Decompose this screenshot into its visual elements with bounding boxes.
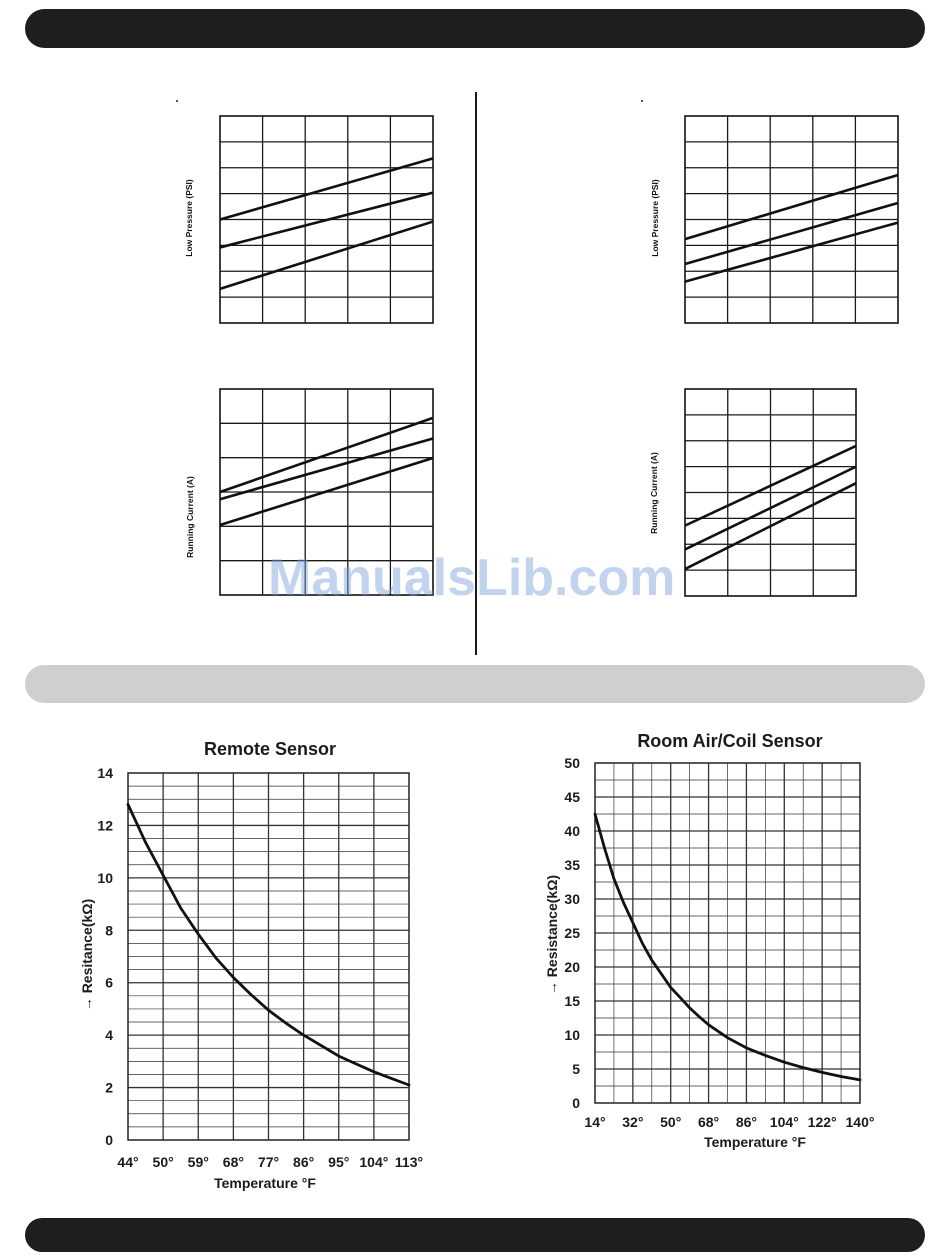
x-axis-label: Temperature °F [214,1175,316,1191]
column-divider [475,92,477,655]
series-line-2 [684,465,857,551]
remote-sensor-chart: 0 2 4 6 8 10 12 14 44° 50° 59° 68° 77° 86° 95° 104° 113°… [79,739,423,1191]
series-line-2 [684,201,899,266]
x-tick-label: 95° [328,1154,349,1170]
series-line-3 [219,456,434,527]
section-header-bar [25,665,925,703]
right-running-current-chart [684,388,857,597]
footer-bar [25,1218,925,1252]
stray-mark [176,100,178,102]
left-low-pressure-chart [219,115,434,324]
x-tick-label: 86° [736,1114,757,1130]
x-tick-label: 50° [153,1154,174,1170]
y-tick-label: 0 [105,1132,113,1148]
top-header-bar [25,9,925,48]
y-tick-label: 25 [564,925,580,941]
y-tick-label: 35 [564,857,580,873]
y-tick-label: 0 [572,1095,580,1111]
y-tick-label: 45 [564,789,580,805]
y-tick-label: 10 [97,870,113,886]
series-line-2 [219,437,434,501]
y-tick-label: 6 [105,975,113,991]
plot-frame [684,388,857,597]
series-line-3 [684,482,857,571]
resistance-curve [593,812,862,1082]
y-tick-label: 50 [564,755,580,771]
y-tick-label: 20 [564,959,580,975]
series-line-1 [219,157,434,221]
series-line-3 [219,220,434,291]
y-tick-label: 14 [97,765,113,781]
y-tick-label: 8 [105,922,113,938]
series-line-1 [219,416,434,494]
plot-frame [127,772,410,1141]
x-tick-label: 104° [359,1154,388,1170]
y-tick-label: 40 [564,823,580,839]
chart-title: Remote Sensor [204,739,336,759]
x-tick-label: 113° [395,1154,423,1170]
x-tick-label: 104° [770,1114,799,1130]
plot-frame [684,115,899,324]
x-tick-label: 44° [117,1154,138,1170]
y-axis-label: → Resitance(kΩ) [79,899,95,1011]
series-line-2 [219,191,434,249]
x-tick-label: 140° [846,1114,875,1130]
x-tick-label: 68° [698,1114,719,1130]
x-tick-label: 122° [808,1114,837,1130]
y-tick-label: 5 [572,1061,580,1077]
series-line-1 [684,173,899,241]
chart-title: Room Air/Coil Sensor [637,731,822,751]
left-running-current-chart [219,388,434,596]
series-line-3 [684,221,899,283]
y-tick-label: 12 [97,817,113,833]
room-air-coil-sensor-chart: 0 5 10 15 20 25 30 35 40 45 50 14° 32° 50° 68° 86° 104° 1… [544,731,874,1150]
x-tick-label: 14° [584,1114,605,1130]
y-tick-label: 30 [564,891,580,907]
x-axis-label: Temperature °F [704,1134,806,1150]
y-tick-label: 2 [105,1080,113,1096]
watermark: ManualsLib.com [268,549,676,607]
x-tick-label: 77° [258,1154,279,1170]
right-low-pressure-chart [684,115,899,324]
y-tick-label: 4 [105,1027,113,1043]
stray-mark [641,100,643,102]
series-line-1 [684,444,857,527]
x-tick-label: 50° [660,1114,681,1130]
x-tick-label: 86° [293,1154,314,1170]
y-axis-label: → Resistance(kΩ) [544,875,560,995]
x-tick-label: 59° [188,1154,209,1170]
y-tick-label: 15 [564,993,580,1009]
resistance-curve [126,803,411,1087]
plot-frame [594,762,861,1104]
x-tick-label: 32° [622,1114,643,1130]
y-tick-label: 10 [564,1027,580,1043]
x-tick-label: 68° [223,1154,244,1170]
